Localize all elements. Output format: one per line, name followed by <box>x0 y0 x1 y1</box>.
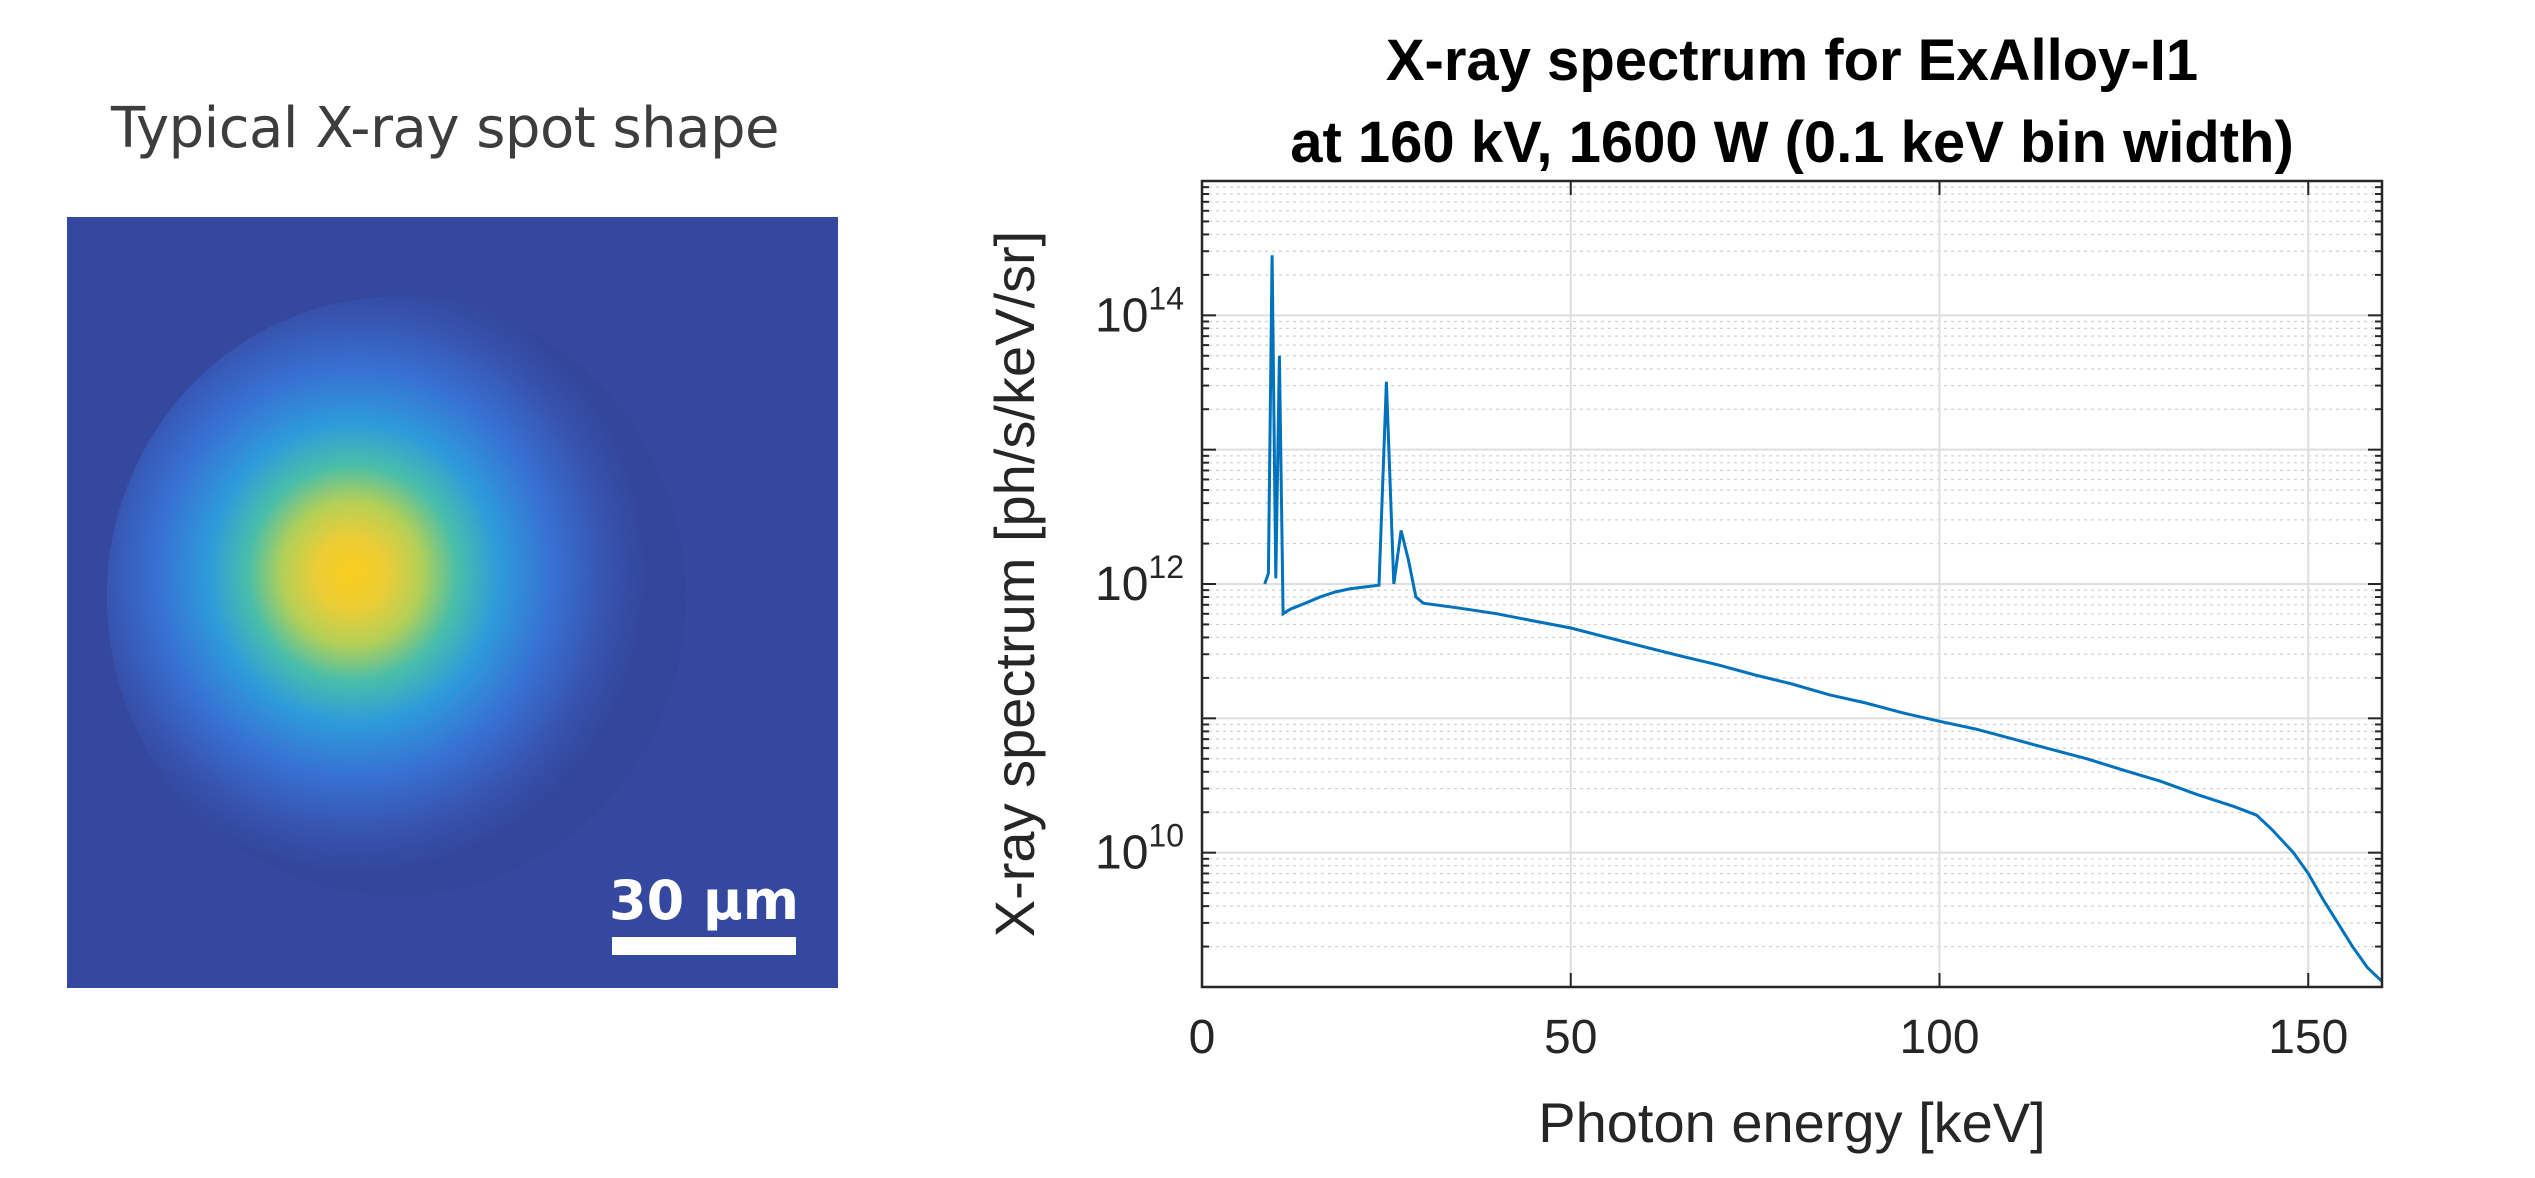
x-axis-label: Photon energy [keV] <box>1538 1091 2045 1154</box>
x-tick-label: 50 <box>1544 1011 1597 1064</box>
minor-grid <box>1202 186 2382 948</box>
y-tick-labels: 1010 1012 1014 <box>1095 280 1184 879</box>
x-tick-label: 150 <box>2268 1011 2348 1064</box>
y-tick-label: 1014 <box>1095 280 1184 342</box>
spectrum-series-line <box>1263 255 2384 983</box>
spot-image-title: Typical X-ray spot shape <box>111 96 779 161</box>
xray-spot-image: 30 µm <box>67 217 838 988</box>
chart-subtitle: at 160 kV, 1600 W (0.1 keV bin width) <box>1290 110 2294 175</box>
x-tick-label: 0 <box>1189 1011 1216 1064</box>
y-axis-label: X-ray spectrum [ph/s/keV/sr] <box>983 231 1046 937</box>
scale-bar <box>612 937 796 955</box>
x-tick-label: 100 <box>1899 1011 1979 1064</box>
scale-bar-label: 30 µm <box>609 869 799 932</box>
axis-ticks <box>1201 180 2382 988</box>
y-tick-label: 1010 <box>1095 818 1184 880</box>
chart-title: X-ray spectrum for ExAlloy-I1 <box>1386 28 2198 93</box>
major-grid <box>1202 181 2382 987</box>
y-tick-label: 1012 <box>1095 549 1184 611</box>
x-tick-labels: 0 50 100 150 <box>1189 1011 2349 1064</box>
